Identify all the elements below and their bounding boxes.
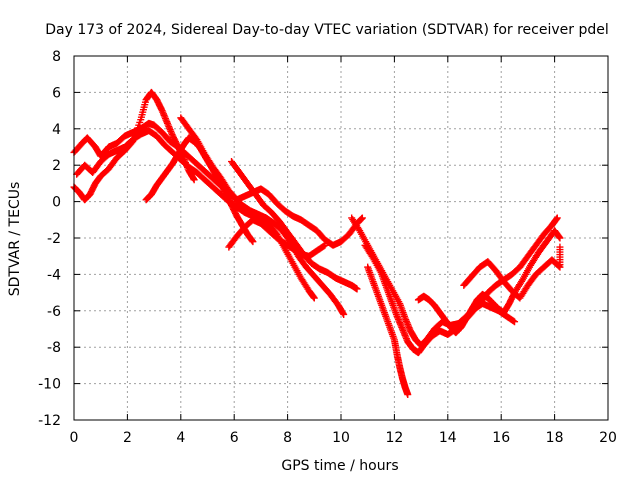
y-tick-label: -10 [38,377,61,393]
data-point [404,391,412,399]
x-tick-label: 10 [332,430,350,446]
y-axis-label: SDTVAR / TECUs [7,182,23,297]
y-tick-label: -12 [38,413,61,429]
y-tick-label: 6 [52,85,61,101]
data-point [310,294,318,302]
data-point [190,176,198,184]
y-tick-label: 4 [52,122,61,138]
x-axis-label: GPS time / hours [281,458,398,474]
data-point [128,139,136,147]
y-tick-label: -2 [47,231,61,247]
series-track-7 [225,216,329,260]
x-tick-labels: 0 2 4 6 8 10 12 14 16 18 20 [70,430,617,446]
data-point [511,318,519,326]
data-point [556,243,564,251]
series-track-2 [73,127,318,302]
data-point [358,214,366,222]
x-tick-label: 6 [230,430,239,446]
data-point [556,234,564,242]
y-tick-label: -4 [47,267,61,283]
series-track-3 [70,88,198,204]
grid-lines [74,56,608,420]
series-track-10 [364,263,412,399]
y-tick-label: -8 [47,340,61,356]
data-point [321,241,329,249]
tick-marks [73,55,609,421]
y-tick-label: -6 [47,304,61,320]
series-track-11 [414,227,564,337]
x-tick-label: 12 [385,430,403,446]
x-tick-label: 14 [439,430,457,446]
series-track-12 [460,243,564,302]
x-tick-label: 2 [123,430,132,446]
data-markers [70,88,564,399]
data-point [553,214,561,222]
x-tick-label: 0 [70,430,79,446]
x-tick-label: 18 [546,430,564,446]
chart-title: Day 173 of 2024, Sidereal Day-to-day VTE… [45,22,609,38]
y-tick-labels: -12 -10 -8 -6 -4 -2 0 2 4 6 8 [38,49,61,429]
data-point [249,238,257,246]
y-tick-label: 8 [52,49,61,65]
data-point [555,262,563,270]
x-tick-label: 20 [599,430,617,446]
x-tick-label: 16 [492,430,510,446]
y-tick-label: 0 [52,195,61,211]
series-track-6 [228,158,361,293]
x-tick-label: 4 [176,430,185,446]
y-tick-label: 2 [52,158,61,174]
data-point [340,310,348,318]
data-point [353,285,361,293]
x-tick-label: 8 [283,430,292,446]
